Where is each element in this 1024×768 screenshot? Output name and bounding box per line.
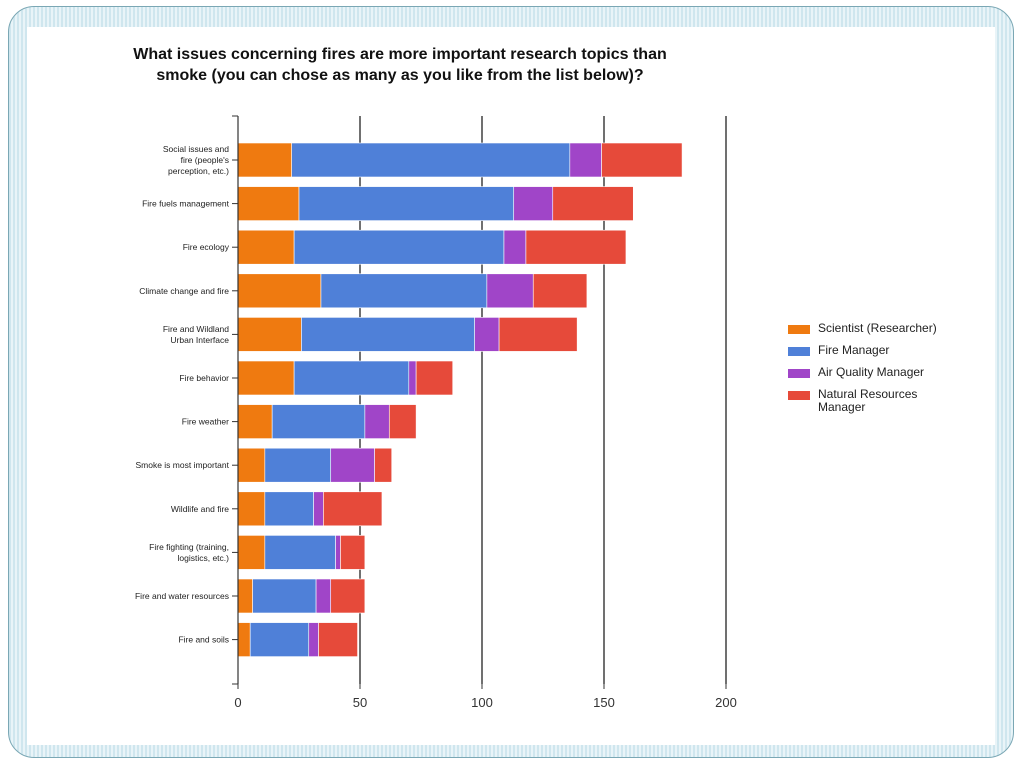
- bar-segment: [601, 142, 683, 178]
- category-label: Wildlife and fire: [171, 504, 229, 514]
- bar-segment: [237, 622, 251, 657]
- category-label: Fire weather: [182, 417, 229, 427]
- category-label: Fire behavior: [179, 373, 229, 383]
- legend-item-natural-resources-manager: Natural Resources Manager: [788, 388, 988, 414]
- category-label: Social issues and fire (people's perceptio…: [163, 144, 229, 176]
- category-label: Smoke is most important: [135, 460, 229, 470]
- bar-segment: [503, 229, 527, 265]
- bar-segment: [264, 447, 332, 483]
- legend-label-air-quality-manager: Air Quality Manager: [818, 365, 925, 379]
- bar-segment: [315, 578, 332, 614]
- category-label: Fire fighting (training, logistics, etc.): [149, 542, 229, 563]
- bar-segment: [237, 578, 253, 614]
- bar-segment: [301, 317, 475, 352]
- legend-swatch-natural-resources-manager: [788, 391, 810, 400]
- bar-segment: [237, 491, 266, 527]
- category-label: Fire and water resources: [135, 591, 229, 601]
- legend-item-scientist: Scientist (Researcher): [788, 322, 988, 335]
- legend-item-air-quality-manager: Air Quality Manager: [788, 366, 988, 379]
- bar-segment: [237, 229, 295, 265]
- bar-segment: [335, 535, 341, 570]
- bar-segment: [474, 317, 500, 352]
- bar-segment: [237, 535, 266, 570]
- bar-segment: [388, 404, 417, 439]
- bar-segment: [237, 273, 322, 309]
- bar-segment: [408, 360, 417, 396]
- legend-swatch-air-quality-manager: [788, 369, 810, 378]
- x-tick-label: 200: [715, 695, 737, 710]
- bar-segment: [293, 360, 410, 396]
- bar-segment: [237, 404, 273, 439]
- x-tick-label: 50: [353, 695, 367, 710]
- bar-segment: [415, 360, 454, 396]
- chart-legend: Scientist (Researcher) Fire Manager Air …: [788, 322, 988, 423]
- bar-segment: [525, 229, 627, 265]
- bar-segment: [313, 491, 324, 527]
- bar-segment: [532, 273, 588, 309]
- bar-segment: [374, 447, 393, 483]
- bar-segment: [249, 622, 310, 657]
- bar-segment: [252, 578, 317, 614]
- bar-segment: [552, 186, 634, 221]
- legend-label-scientist: Scientist (Researcher): [818, 321, 937, 335]
- bar-segment: [237, 186, 300, 221]
- category-label: Fire and Wildland Urban Interface: [163, 324, 229, 345]
- bar-segment: [569, 142, 602, 178]
- legend-label-natural-resources-manager: Natural Resources Manager: [818, 387, 918, 414]
- category-label: Fire ecology: [183, 242, 230, 252]
- bar-segment: [237, 447, 266, 483]
- bar-segment: [513, 186, 554, 221]
- legend-swatch-scientist: [788, 325, 810, 334]
- bar-segment: [330, 578, 366, 614]
- bar-segment: [330, 447, 375, 483]
- bar-segment: [271, 404, 366, 439]
- x-tick-label: 100: [471, 695, 493, 710]
- category-label: Fire fuels management: [142, 199, 230, 209]
- bar-segment: [320, 273, 488, 309]
- x-tick-label: 150: [593, 695, 615, 710]
- bar-segment: [298, 186, 515, 221]
- legend-label-fire-manager: Fire Manager: [818, 343, 890, 357]
- legend-item-fire-manager: Fire Manager: [788, 344, 988, 357]
- bar-segment: [237, 317, 302, 352]
- bar-segment: [318, 622, 358, 657]
- bar-segment: [237, 142, 292, 178]
- bar-segment: [340, 535, 366, 570]
- category-label: Fire and soils: [178, 635, 229, 645]
- bar-segment: [291, 142, 571, 178]
- category-label: Climate change and fire: [139, 286, 229, 296]
- x-tick-label: 0: [234, 695, 241, 710]
- bar-segment: [264, 491, 314, 527]
- legend-swatch-fire-manager: [788, 347, 810, 356]
- bar-segment: [264, 535, 336, 570]
- bar-segment: [308, 622, 319, 657]
- bar-segment: [323, 491, 383, 527]
- bar-segment: [486, 273, 534, 309]
- chart-title: What issues concerning fires are more im…: [133, 46, 667, 84]
- bar-segment: [364, 404, 390, 439]
- bar-segment: [498, 317, 578, 352]
- bar-segment: [237, 360, 295, 396]
- bar-segment: [293, 229, 505, 265]
